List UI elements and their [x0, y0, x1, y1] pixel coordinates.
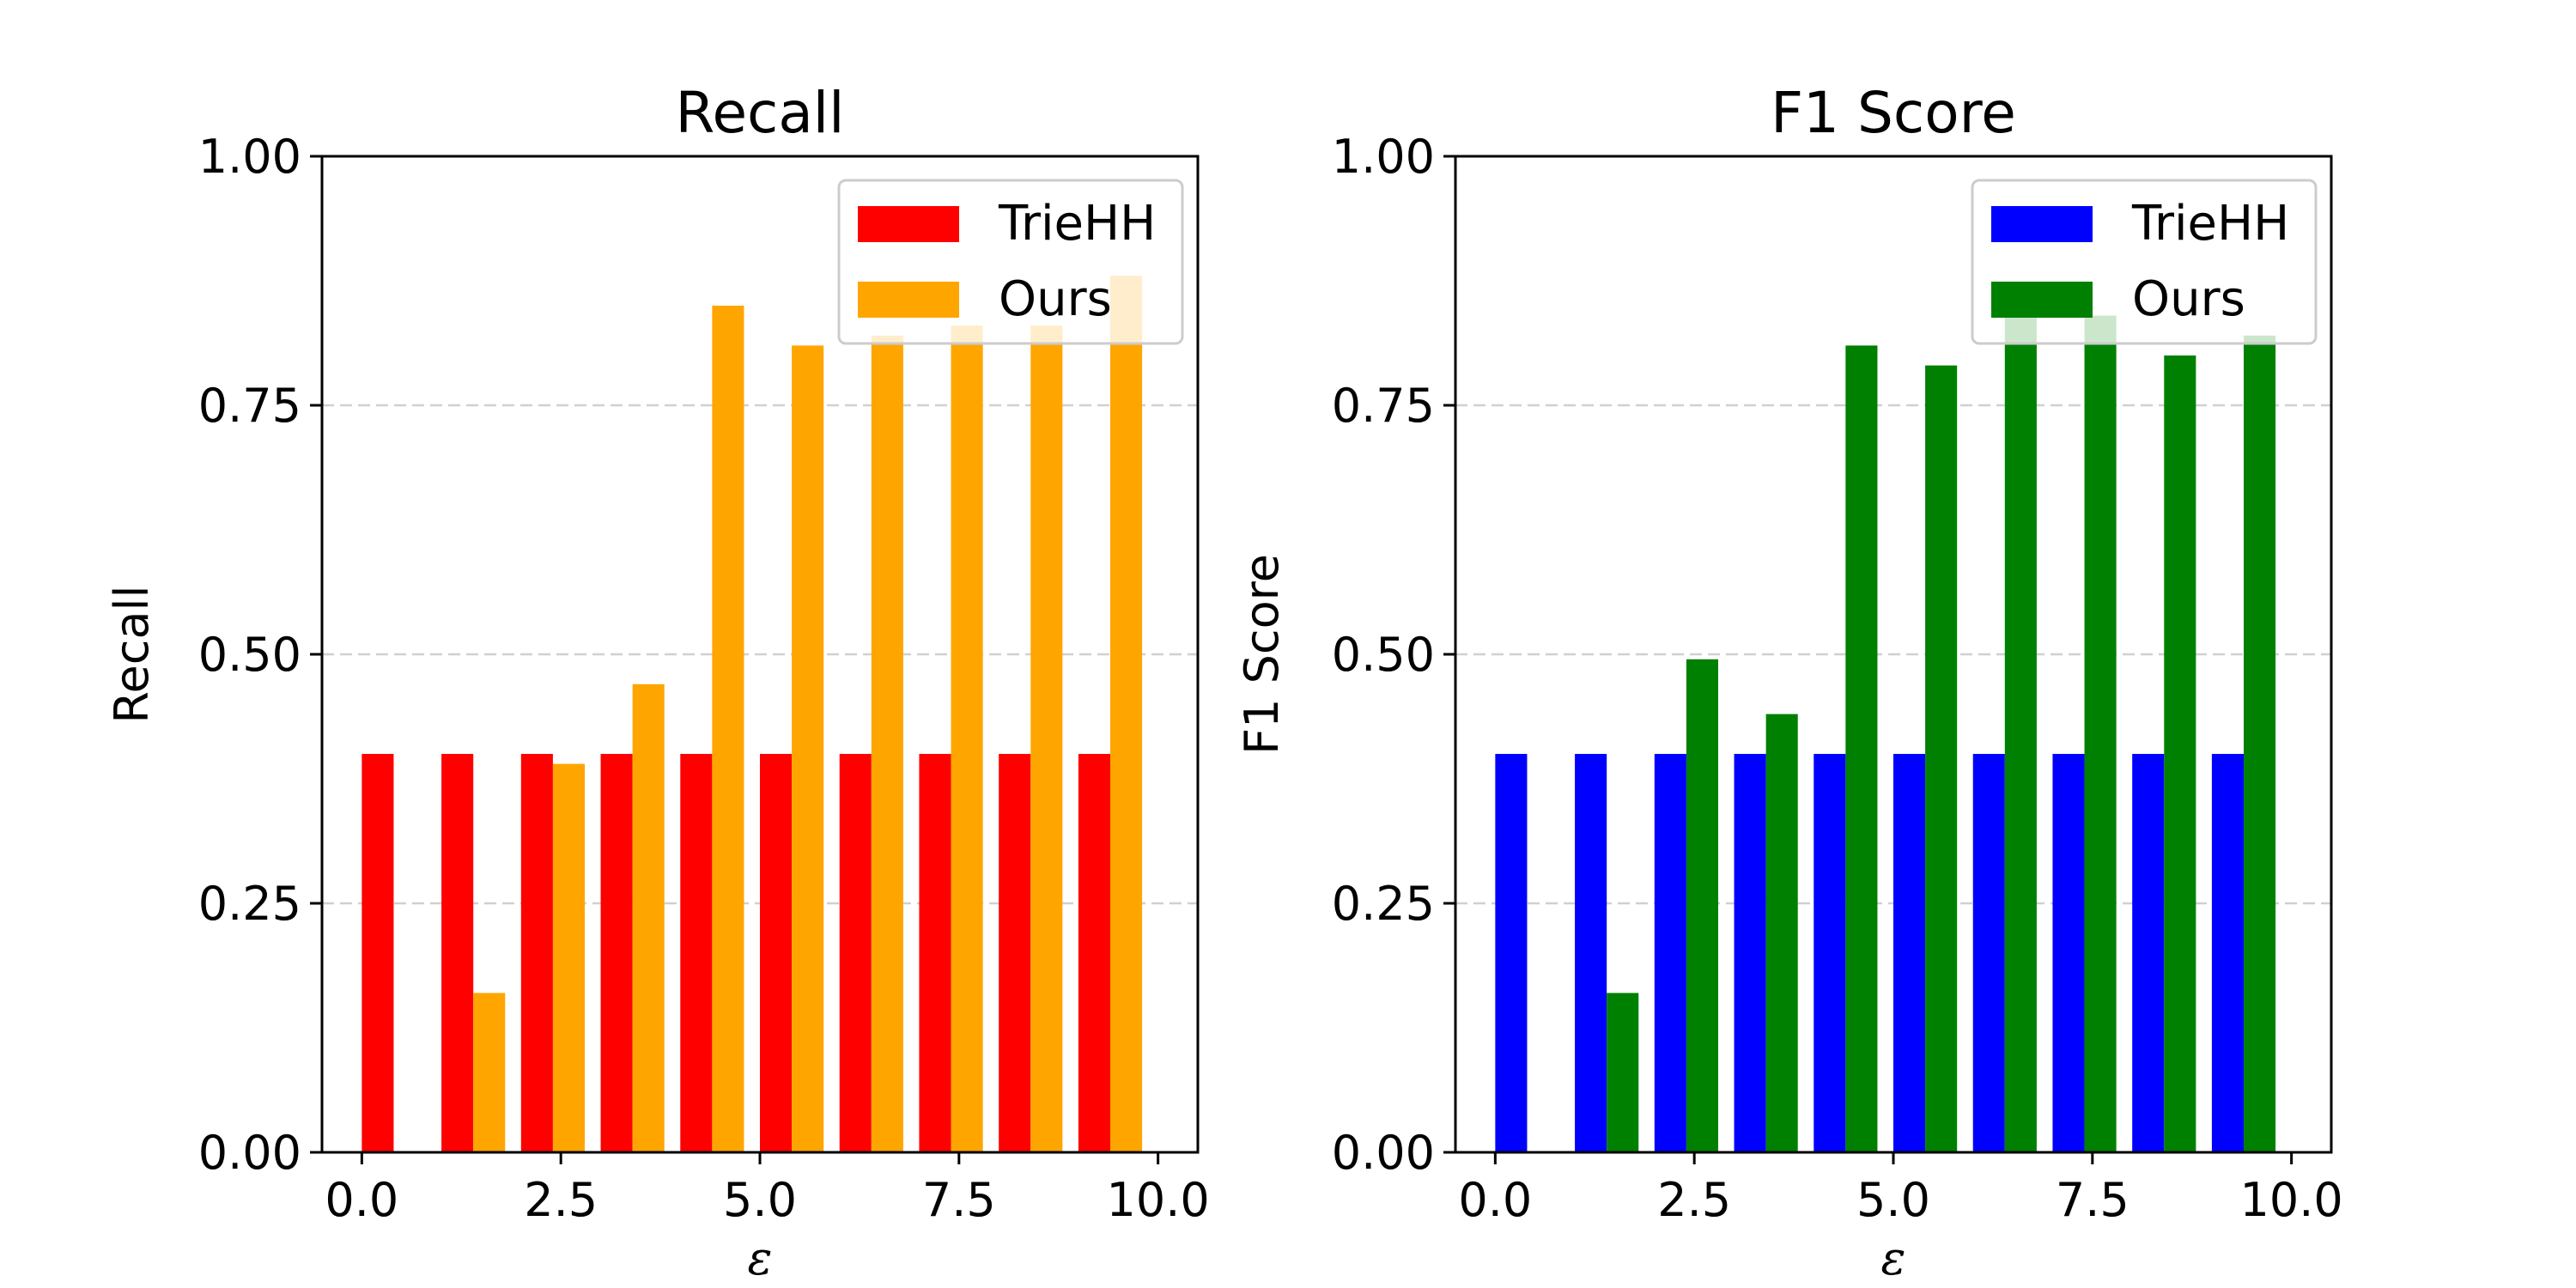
bar-ours-4	[632, 683, 665, 1152]
y-tick-label: 0.50	[1332, 628, 1435, 682]
x-tick-label: 0.0	[1458, 1173, 1532, 1227]
bar-ours-6	[792, 345, 824, 1152]
bar-triehh-4	[600, 754, 633, 1152]
bar-triehh-9	[999, 754, 1031, 1152]
y-axis-label: Recall	[105, 585, 159, 723]
x-tick-label: 7.5	[2056, 1173, 2129, 1227]
legend-label-ours: Ours	[999, 271, 1112, 327]
bar-ours-5	[1845, 345, 1878, 1152]
bar-ours-10	[1110, 276, 1143, 1152]
y-tick-label: 1.00	[198, 130, 301, 184]
bar-triehh-7	[839, 754, 872, 1152]
bar-triehh-5	[1814, 754, 1846, 1152]
chart-title: F1 Score	[1771, 80, 2016, 146]
x-axis-label: ε	[748, 1231, 773, 1285]
bar-ours-3	[552, 763, 585, 1152]
bar-triehh-5	[680, 754, 713, 1152]
bar-ours-7	[871, 335, 903, 1152]
bar-ours-6	[1925, 365, 1958, 1153]
bar-ours-4	[1765, 714, 1798, 1152]
y-axis-label: F1 Score	[1235, 554, 1289, 755]
x-tick-label: 10.0	[2240, 1173, 2343, 1227]
bar-triehh-6	[1893, 754, 1926, 1152]
bar-triehh-2	[1575, 754, 1607, 1152]
y-tick-label: 0.50	[198, 628, 301, 682]
bar-triehh-6	[760, 754, 793, 1152]
legend-swatch-ours	[1991, 282, 2093, 318]
y-tick-label: 0.75	[1332, 379, 1435, 433]
legend-label-triehh: TrieHH	[2131, 196, 2289, 252]
y-tick-label: 0.25	[198, 877, 301, 931]
legend-label-triehh: TrieHH	[998, 196, 1156, 252]
bar-ours-10	[2244, 335, 2276, 1152]
chart-panel-2: 0.00 0.25 0.50 0.75 1.00 0.0 2.5 5.0 7.5 10.0 F1 S…	[1235, 80, 2343, 1285]
bar-ours-9	[2164, 355, 2196, 1152]
y-tick-label: 0.00	[198, 1126, 301, 1180]
bar-ours-7	[2004, 315, 2037, 1153]
bar-triehh-3	[1654, 754, 1686, 1152]
bar-ours-2	[473, 993, 506, 1152]
x-tick-label: 2.5	[1657, 1173, 1731, 1227]
bar-ours-8	[951, 325, 983, 1152]
bar-triehh-2	[441, 754, 474, 1152]
bar-ours-5	[712, 306, 744, 1152]
bar-triehh-3	[520, 754, 553, 1152]
legend-swatch-ours	[858, 282, 959, 318]
bar-ours-9	[1030, 325, 1063, 1152]
x-tick-label: 0.0	[325, 1173, 398, 1227]
bar-ours-2	[1607, 993, 1639, 1152]
legend: TrieHH Ours	[1971, 179, 2318, 345]
y-tick-label: 1.00	[1332, 130, 1435, 184]
bar-ours-8	[2084, 315, 2117, 1153]
y-tick-label: 0.75	[198, 379, 301, 433]
bar-triehh-7	[1972, 754, 2005, 1152]
x-tick-label: 7.5	[922, 1173, 996, 1227]
legend-swatch-triehh	[858, 206, 959, 242]
x-tick-label: 5.0	[1856, 1173, 1930, 1227]
x-axis-label: ε	[1881, 1231, 1906, 1285]
y-tick-label: 0.25	[1332, 877, 1435, 931]
x-tick-label: 2.5	[524, 1173, 598, 1227]
bar-triehh-1	[1495, 754, 1528, 1152]
x-tick-label: 10.0	[1107, 1173, 1210, 1227]
legend-swatch-triehh	[1991, 206, 2093, 242]
bar-triehh-10	[2211, 754, 2244, 1152]
legend-label-ours: Ours	[2132, 271, 2245, 327]
bar-triehh-1	[361, 754, 394, 1152]
x-tick-label: 5.0	[723, 1173, 797, 1227]
bar-triehh-10	[1078, 754, 1110, 1152]
bar-ours-3	[1686, 659, 1718, 1152]
chart-panel-1: 0.00 0.25 0.50 0.75 1.00 0.0 2.5 5.0 7.5 10.0 Reca…	[105, 80, 1210, 1285]
bar-triehh-8	[2052, 754, 2085, 1152]
bar-triehh-9	[2132, 754, 2165, 1152]
chart-title: Recall	[676, 80, 845, 146]
bar-triehh-8	[919, 754, 951, 1152]
bar-triehh-4	[1734, 754, 1766, 1152]
legend: TrieHH Ours	[837, 179, 1184, 345]
y-tick-label: 0.00	[1332, 1126, 1435, 1180]
